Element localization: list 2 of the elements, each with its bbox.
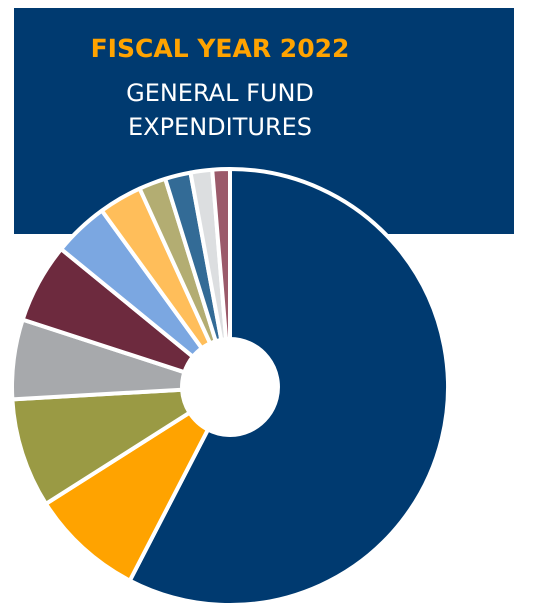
chart-title: FISCAL YEAR 2022 [90,34,350,63]
chart-subtitle: GENERAL FUND EXPENDITURES [125,78,315,143]
